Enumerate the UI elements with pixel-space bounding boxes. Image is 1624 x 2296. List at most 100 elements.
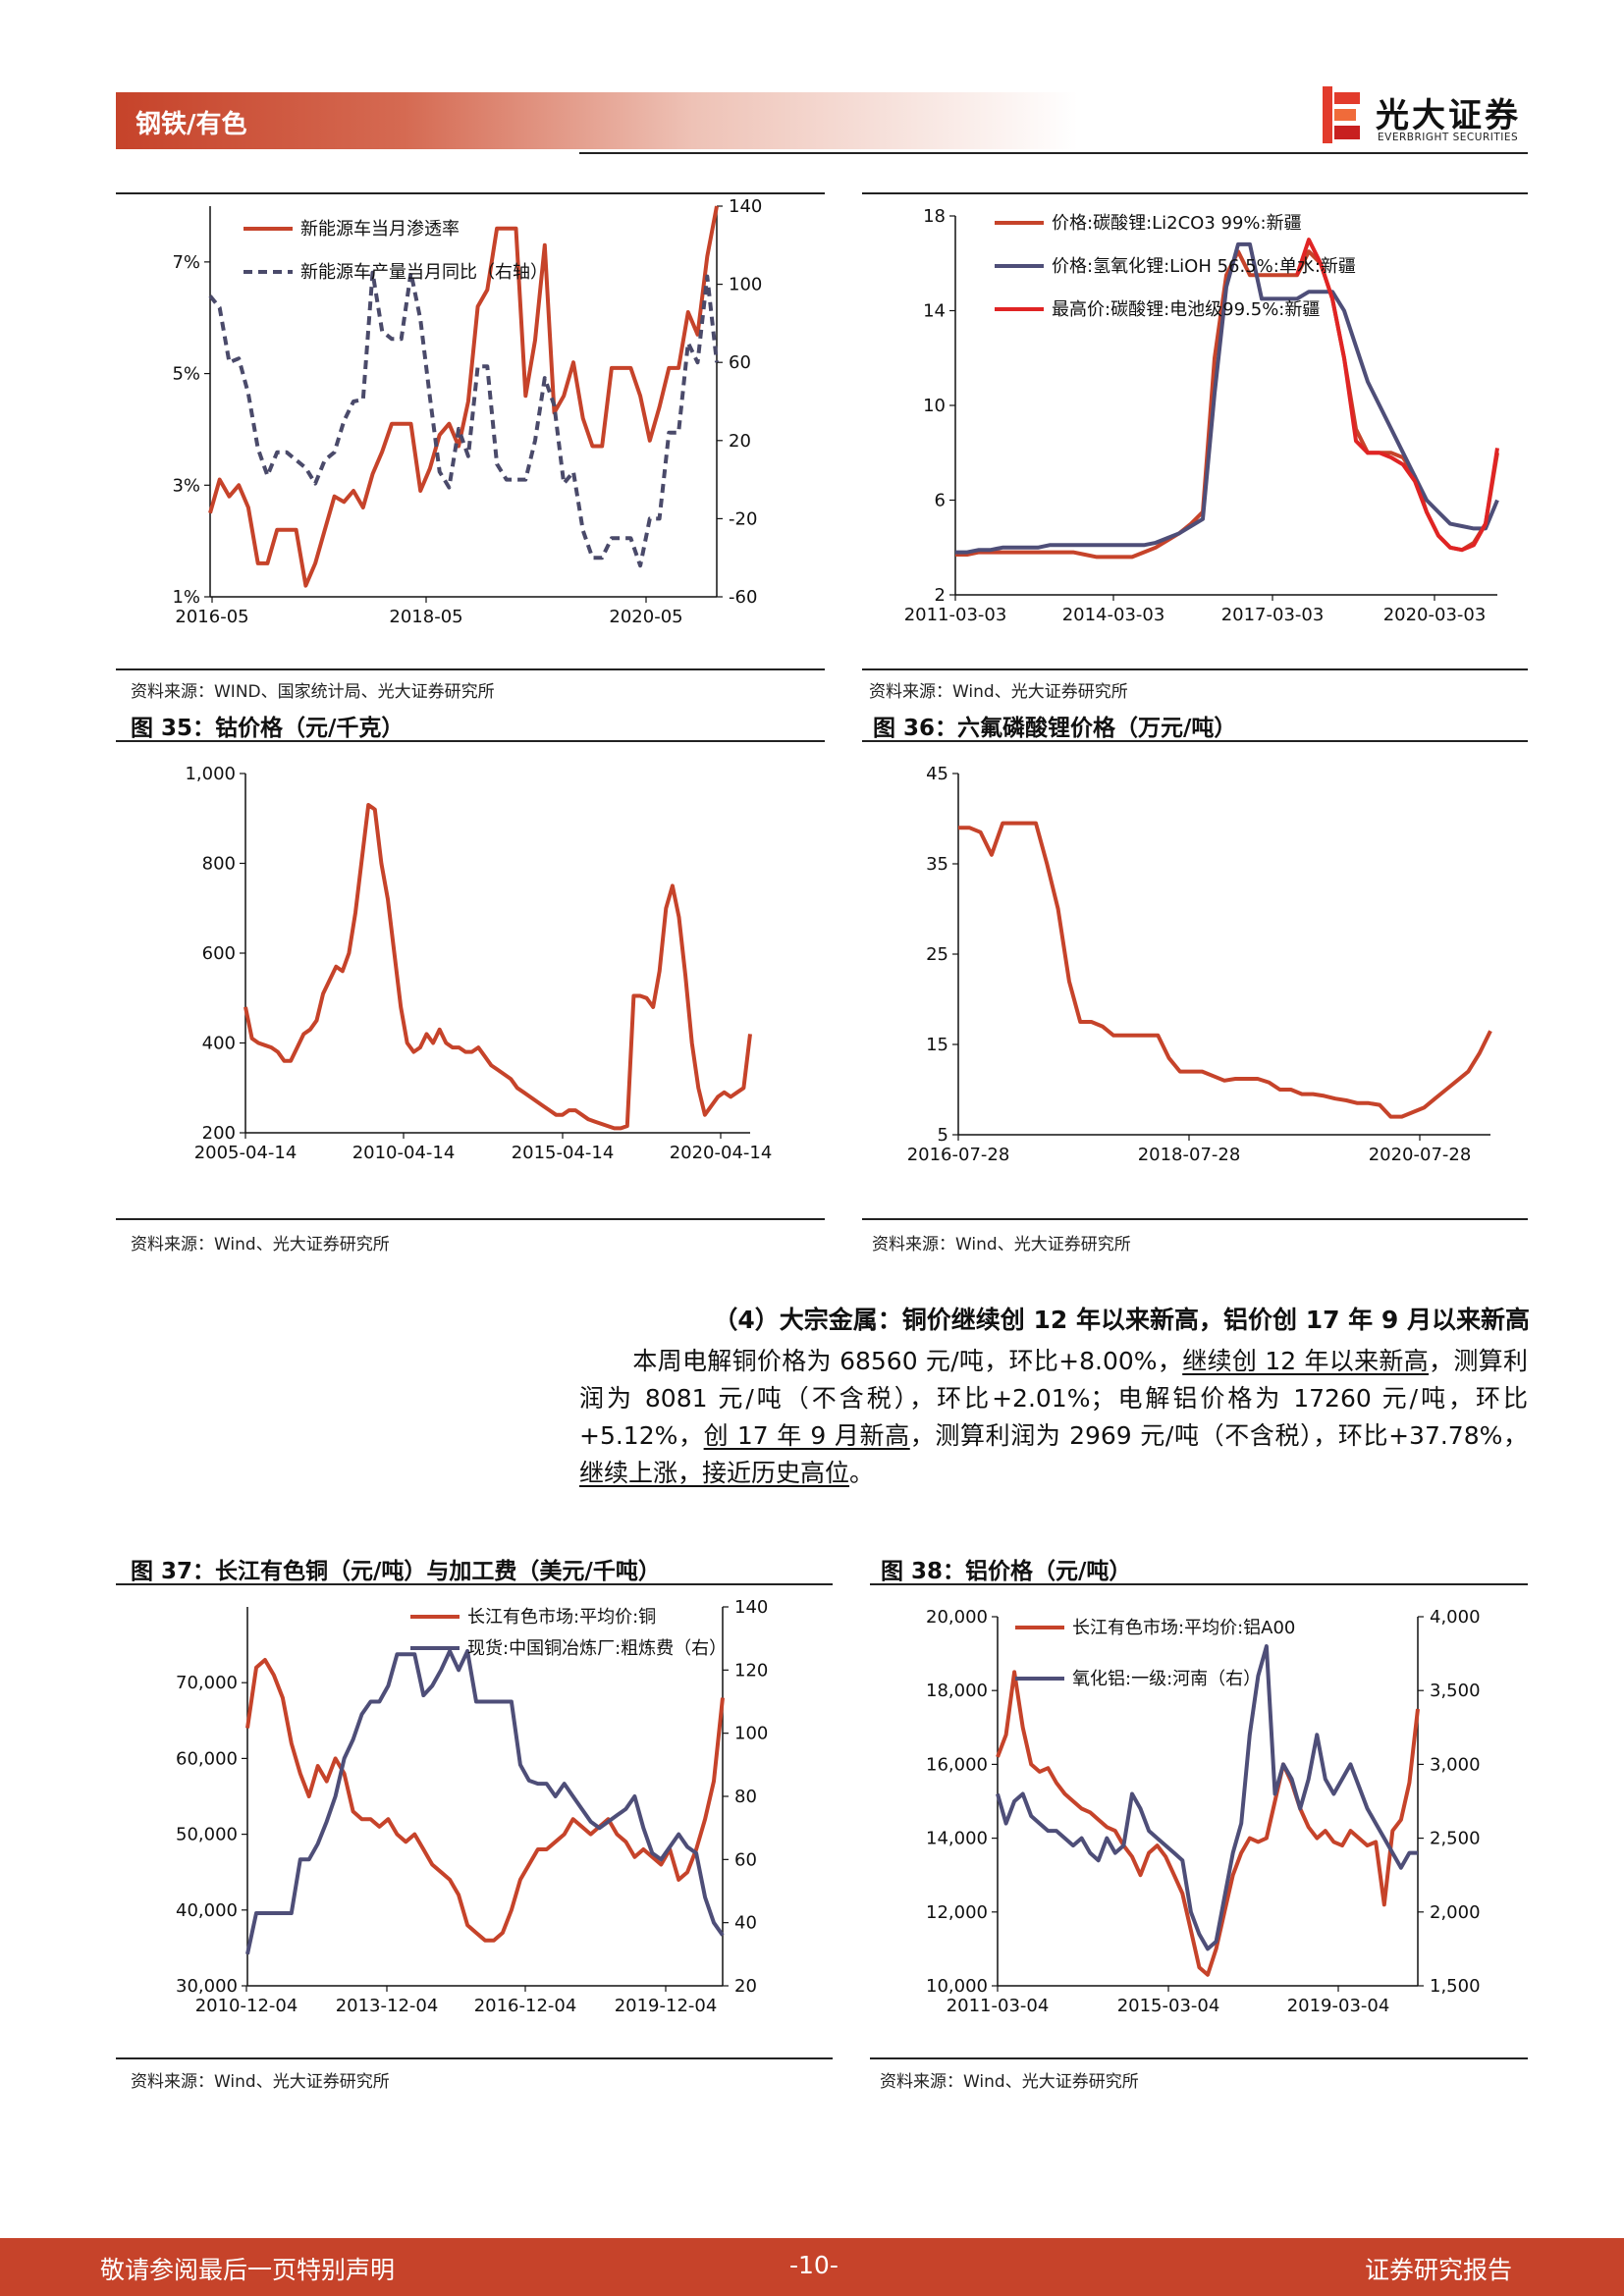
fig35-x-tick-label: 2010-04-14 [352, 1143, 456, 1163]
fig35-y-tick-label: 200 [202, 1123, 236, 1144]
fig34-y-tick-label: 2 [935, 585, 946, 606]
fig37-y-right-tick-label: 40 [734, 1913, 757, 1934]
fig38-chart: 10,000 12,000 14,000 16,000 18,000 20,000 1,50… [926, 1607, 1481, 2016]
header-band [116, 92, 1078, 149]
fig33-top-rule [116, 192, 825, 194]
fig33-legend-label-0: 新能源车当月渗透率 [300, 219, 460, 240]
fig37-x-tick-label: 2019-12-04 [615, 1996, 718, 2016]
fig36-y-tick-label: 5 [938, 1125, 948, 1146]
fig35-y-tick-label: 800 [202, 854, 236, 875]
fig38-y-right-tick-label: 2,000 [1430, 1902, 1481, 1923]
fig37-x-tick-label: 2016-12-04 [474, 1996, 577, 2016]
fig35-y-tick-label: 600 [202, 943, 236, 964]
section-body-text-2: ，测算利润为 8081 元/吨（不含税），环比+2.01%；电解铝价格为 172… [579, 1347, 1528, 1450]
fig37-y-tick-label: 60,000 [176, 1748, 238, 1769]
fig36-y-tick-label: 25 [926, 944, 948, 965]
fig34-legend-label-0: 价格:碳酸锂:Li2CO3 99%:新疆 [1052, 213, 1302, 234]
fig33-y-right-tick-label: -60 [729, 587, 757, 608]
fig38-bottom-rule [870, 2057, 1528, 2059]
fig38-y-right-tick-label: 3,000 [1430, 1754, 1481, 1775]
fig33-source: 资料来源：WIND、国家统计局、光大证券研究所 [131, 682, 495, 702]
header-rule [579, 152, 1528, 154]
fig37-y-tick-label: 50,000 [176, 1825, 238, 1845]
fig35-x-tick-label: 2015-04-14 [512, 1143, 615, 1163]
section-body-highlight-2: 创 17 年 9 月新高 [703, 1421, 910, 1450]
fig38-y-tick-label: 14,000 [926, 1829, 988, 1849]
fig37-y-right-tick-label: 20 [734, 1976, 757, 1997]
fig34-bottom-rule [862, 668, 1528, 670]
fig38-x-tick-label: 2011-03-04 [947, 1996, 1050, 2016]
fig37-chart: 30,000 40,000 50,000 60,000 70,000 20 40 60 80 10… [176, 1597, 768, 2016]
section-body-highlight-3: 继续上涨，接近历史高位 [579, 1459, 850, 1487]
footer-report-type: 证券研究报告 [1365, 2256, 1513, 2284]
fig33-y-right-tick-label: -20 [729, 508, 757, 529]
fig33-y-right-tick-label: 60 [729, 352, 751, 373]
fig33-y-right-tick-label: 100 [729, 275, 762, 295]
fig37-series-1-line [245, 1649, 725, 1955]
fig36-y-tick-label: 45 [926, 764, 948, 784]
fig35-y-tick-label: 1,000 [185, 764, 236, 784]
fig38-legend-label-1: 氧化铝:一级:河南（右） [1072, 1669, 1261, 1689]
fig34-y-tick-label: 10 [923, 396, 946, 416]
fig35-source: 资料来源：Wind、光大证券研究所 [131, 1235, 390, 1255]
fig36-bottom-rule [862, 1218, 1528, 1220]
fig34-chart: 2 6 10 14 18 2011-03-03 2014-03-03 2017-03-03 20… [904, 206, 1499, 625]
fig34-x-tick-label: 2011-03-03 [904, 605, 1007, 625]
section-body-text-3: ，测算利润为 2969 元/吨（不含税），环比+37.78%， [909, 1421, 1528, 1450]
fig35-chart: 200 400 600 800 1,000 2005-04-14 2010-04-14 201… [185, 764, 772, 1163]
fig34-y-tick-label: 18 [923, 206, 946, 227]
fig37-y-right-tick-label: 80 [734, 1787, 757, 1807]
fig35-series-0-line [244, 803, 752, 1131]
fig34-x-tick-label: 2014-03-03 [1062, 605, 1165, 625]
fig37-y-right-tick-label: 120 [734, 1660, 768, 1681]
footer-page-number: -10- [789, 2251, 839, 2279]
fig37-x-tick-label: 2013-12-04 [336, 1996, 439, 2016]
fig36-y-tick-label: 15 [926, 1035, 948, 1055]
section-body: 本周电解铜价格为 68560 元/吨，环比+8.00%，继续创 12 年以来新高… [579, 1343, 1528, 1492]
fig36-chart: 5 15 25 35 45 2016-07-28 2018-07-28 2020-07-28 [907, 764, 1492, 1165]
fig35-bottom-rule [116, 1218, 825, 1220]
fig38-top-rule [870, 1583, 1528, 1585]
section-body-highlight-1: 继续创 12 年以来新高 [1182, 1347, 1430, 1375]
fig34-y-tick-label: 6 [935, 491, 946, 511]
fig37-y-tick-label: 70,000 [176, 1673, 238, 1693]
fig38-x-tick-label: 2015-03-04 [1117, 1996, 1220, 2016]
fig33-series-1-line [208, 270, 719, 568]
fig34-x-tick-label: 2020-03-03 [1383, 605, 1487, 625]
fig38-y-tick-label: 12,000 [926, 1902, 988, 1923]
fig33-y-tick-label: 1% [172, 587, 200, 608]
fig36-y-tick-label: 35 [926, 854, 948, 875]
fig35-x-tick-label: 2005-04-14 [194, 1143, 298, 1163]
section-body-text-1: 本周电解铜价格为 68560 元/吨，环比+8.00%， [632, 1347, 1183, 1375]
fig34-series-1-line [955, 241, 1499, 555]
fig35-title: 图 35：钴价格（元/千克） [131, 716, 405, 741]
fig38-y-right-tick-label: 4,000 [1430, 1607, 1481, 1628]
fig38-y-tick-label: 16,000 [926, 1754, 988, 1775]
fig33-x-tick-label: 2016-05 [175, 607, 248, 627]
section-body-text-4: 。 [849, 1459, 875, 1487]
fig37-series-0-line [245, 1658, 725, 1943]
fig33-bottom-rule [116, 668, 825, 670]
fig38-series-1-line [996, 1644, 1418, 1951]
fig36-x-tick-label: 2018-07-28 [1138, 1145, 1241, 1165]
fig33-chart: 1% 3% 5% 7% -60 -20 20 60 100 140 2016-05 2018-05 20… [172, 196, 762, 627]
fig34-y-tick-label: 14 [923, 301, 946, 322]
fig34-legend-label-2: 最高价:碳酸锂:电池级99.5%:新疆 [1052, 299, 1320, 320]
fig38-y-tick-label: 18,000 [926, 1681, 988, 1701]
fig33-x-tick-label: 2020-05 [609, 607, 682, 627]
fig37-legend-label-1: 现货:中国铜冶炼厂:粗炼费（右） [467, 1638, 727, 1659]
fig36-top-rule [862, 740, 1528, 742]
fig37-title: 图 37：长江有色铜（元/吨）与加工费（美元/千吨） [131, 1559, 661, 1584]
fig34-source: 资料来源：Wind、光大证券研究所 [869, 682, 1128, 702]
fig37-x-tick-label: 2010-12-04 [195, 1996, 298, 2016]
fig34-x-tick-label: 2017-03-03 [1221, 605, 1325, 625]
fig34-top-rule [862, 192, 1528, 194]
fig37-bottom-rule [116, 2057, 833, 2059]
fig37-y-tick-label: 40,000 [176, 1900, 238, 1921]
fig33-y-right-tick-label: 140 [729, 196, 762, 217]
fig38-y-right-tick-label: 2,500 [1430, 1829, 1481, 1849]
footer-disclaimer: 敬请参阅最后一页特别声明 [100, 2256, 396, 2284]
fig38-x-tick-label: 2019-03-04 [1287, 1996, 1390, 2016]
logo-en: EVERBRIGHT SECURITIES [1378, 132, 1519, 143]
fig33-y-right-tick-label: 20 [729, 431, 751, 452]
